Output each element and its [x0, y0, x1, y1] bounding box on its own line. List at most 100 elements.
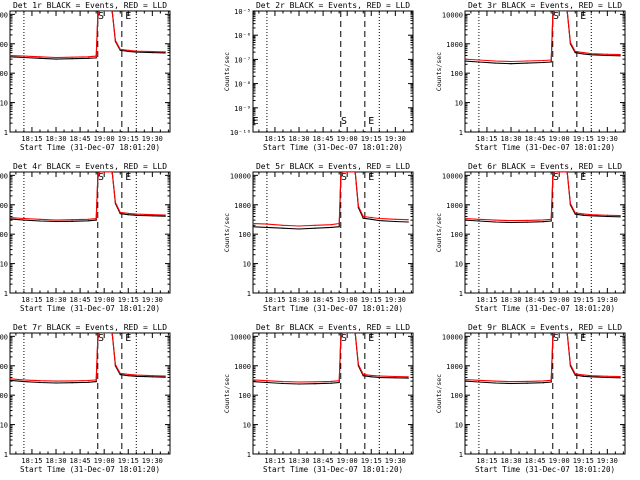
series-line-lld: [465, 11, 621, 63]
y-tick-label: 10000: [0, 11, 8, 19]
x-tick-label: 18:45: [525, 296, 546, 304]
data-point: [552, 176, 554, 178]
data-point: [478, 220, 480, 222]
data-point: [526, 62, 528, 64]
data-point: [478, 61, 480, 63]
data-point: [282, 382, 284, 385]
data-point: [407, 377, 409, 379]
panel-det-2: Det 2r BLACK = Events, RED = LLD 10⁻¹⁰ 10⁻…: [223, 1, 414, 152]
data-point: [619, 53, 621, 56]
y-tick-label: 100: [450, 392, 463, 400]
y-tick-label: 1: [4, 290, 8, 298]
data-point: [553, 333, 555, 334]
data-point: [119, 211, 121, 213]
series-group: [10, 11, 166, 60]
y-tick-label: 10: [455, 261, 463, 269]
data-point: [298, 381, 300, 383]
data-point: [298, 228, 300, 230]
x-tick-label: 18:30: [45, 135, 66, 143]
x-tick-label: 19:00: [337, 296, 358, 304]
data-point: [314, 381, 316, 383]
data-point: [494, 382, 496, 384]
y-tick-label: 100: [0, 392, 8, 400]
data-point: [510, 219, 512, 222]
data-point: [10, 55, 11, 56]
x-tick-label: 19:15: [573, 135, 594, 143]
data-point: [478, 381, 480, 383]
data-point: [127, 214, 129, 216]
series-line-lld: [465, 333, 621, 383]
x-axis-title: Start Time (31-Dec-07 18:01:20): [20, 143, 160, 152]
series-group: [10, 172, 166, 223]
y-tick-label: 10: [0, 261, 8, 269]
series-line-lld: [253, 333, 409, 383]
flag-s: S: [98, 333, 104, 344]
series-group: [465, 333, 621, 385]
data-point: [478, 218, 480, 220]
panel-det-3: Det 3r BLACK = Events, RED = LLD 1 10 100 10…: [435, 1, 626, 152]
data-point: [566, 333, 568, 334]
x-axis-title: Start Time (31-Dec-07 18:01:20): [475, 465, 615, 474]
x-tick-label: 19:30: [597, 296, 618, 304]
y-tick-label: 10000: [0, 172, 8, 180]
x-tick-label: 18:30: [500, 457, 521, 465]
y-axis-title: Counts/sec: [435, 213, 443, 252]
data-point: [95, 219, 97, 221]
y-tick-label: 1000: [0, 41, 8, 49]
data-point: [103, 172, 105, 173]
panel-det-5: Det 5r BLACK = Events, RED = LLD 1 10 100 10…: [223, 162, 414, 313]
y-tick-label: 1: [459, 290, 463, 298]
x-tick-label: 18:30: [288, 457, 309, 465]
data-point: [253, 223, 254, 224]
data-point: [526, 380, 528, 382]
data-point: [552, 337, 554, 339]
data-point: [338, 381, 340, 384]
data-point: [266, 223, 268, 225]
x-tick-label: 19:00: [337, 457, 358, 465]
flag-s: S: [341, 333, 347, 344]
x-tick-label: 18:15: [21, 135, 42, 143]
panel-title: Det 1r BLACK = Events, RED = LLD: [13, 1, 167, 10]
y-tick-label: 10⁻⁶: [234, 32, 251, 40]
data-point: [569, 202, 572, 205]
data-point: [314, 224, 316, 226]
x-tick-label: 19:15: [361, 457, 382, 465]
flag-e: E: [580, 172, 586, 183]
plot-frame: [252, 171, 414, 294]
data-point: [394, 218, 396, 220]
series-line-events: [10, 333, 166, 384]
data-point: [95, 217, 97, 220]
data-point: [407, 219, 409, 221]
y-tick-label: 1: [247, 451, 251, 459]
data-point: [590, 375, 592, 377]
data-point: [394, 375, 396, 378]
data-point: [510, 221, 512, 224]
data-point: [111, 11, 113, 12]
data-point: [127, 373, 129, 375]
data-point: [55, 56, 57, 59]
x-tick-label: 19:30: [597, 135, 618, 143]
data-point: [298, 225, 300, 227]
x-tick-label: 18:15: [21, 296, 42, 304]
flag-e: E: [125, 172, 131, 183]
data-point: [619, 377, 621, 379]
x-tick-label: 19:30: [142, 296, 163, 304]
panel-det-8: Det 8r BLACK = Events, RED = LLD 1 10 100 10…: [223, 323, 414, 474]
data-point: [10, 218, 11, 220]
data-point: [574, 52, 576, 54]
x-tick-label: 18:15: [476, 135, 497, 143]
x-tick-label: 18:45: [70, 457, 91, 465]
series-line-events: [253, 172, 409, 230]
y-tick-label: 10000: [442, 172, 463, 180]
data-point: [526, 382, 528, 384]
flag-e: E: [368, 333, 374, 344]
data-point: [510, 380, 512, 383]
data-point: [103, 11, 105, 12]
data-point: [39, 57, 41, 59]
data-point: [127, 212, 129, 214]
data-point: [282, 380, 284, 383]
data-point: [550, 220, 552, 222]
x-tick-label: 19:00: [94, 457, 115, 465]
data-point: [55, 220, 57, 223]
x-tick-label: 18:15: [476, 457, 497, 465]
